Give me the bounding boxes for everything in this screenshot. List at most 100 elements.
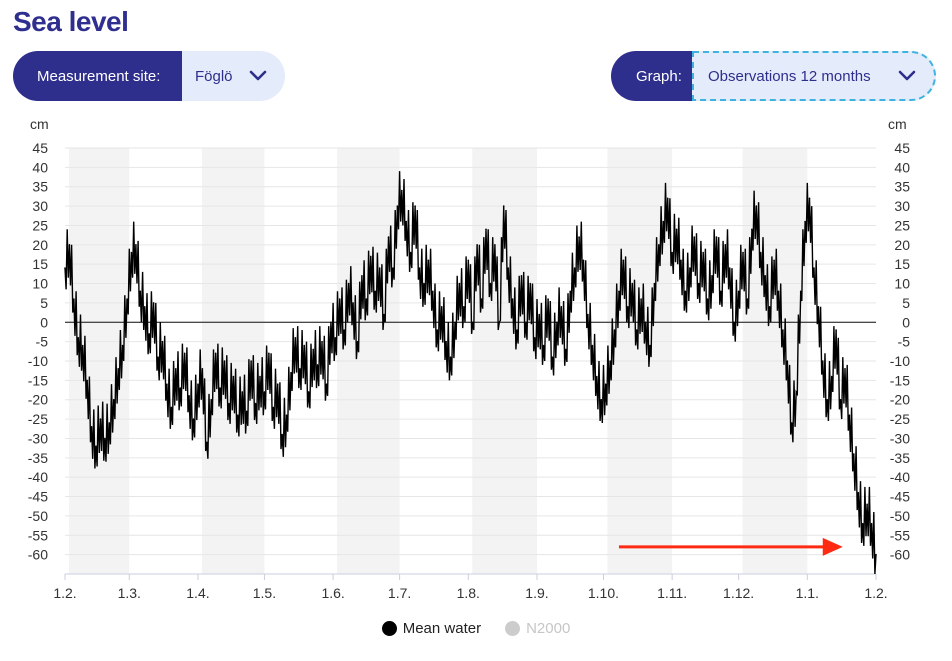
data-point bbox=[520, 275, 523, 277]
data-point bbox=[294, 336, 297, 339]
y-tick-label-left: 25 bbox=[32, 217, 48, 233]
x-tick-label: 1.12. bbox=[723, 585, 754, 601]
data-point bbox=[325, 383, 328, 386]
data-point bbox=[618, 290, 620, 293]
data-point bbox=[95, 445, 97, 448]
y-axis-unit-left: cm bbox=[30, 116, 49, 132]
y-tick-label-right: 45 bbox=[894, 140, 910, 156]
data-point bbox=[538, 313, 540, 316]
data-point bbox=[241, 391, 244, 393]
data-point bbox=[525, 321, 527, 324]
measurement-site-dropdown[interactable]: Föglö bbox=[182, 51, 285, 101]
data-point bbox=[414, 205, 416, 207]
data-point bbox=[126, 298, 128, 300]
data-point bbox=[290, 371, 292, 374]
data-point bbox=[485, 228, 487, 231]
data-point bbox=[808, 197, 811, 200]
data-point bbox=[604, 383, 607, 386]
data-point bbox=[268, 352, 270, 355]
data-point bbox=[631, 282, 634, 285]
legend-label-mean-water: Mean water bbox=[402, 620, 482, 637]
data-point bbox=[609, 360, 611, 362]
legend-item-n2000[interactable]: N2000 bbox=[505, 620, 570, 637]
y-tick-label-right: -40 bbox=[890, 469, 910, 485]
data-point bbox=[143, 305, 146, 308]
data-point bbox=[516, 329, 518, 331]
data-point bbox=[591, 344, 594, 347]
annotation-arrow-head bbox=[822, 537, 843, 556]
x-tick-label: 1.2. bbox=[864, 585, 887, 601]
data-point bbox=[680, 259, 682, 262]
sea-level-chart: 45 45 40 40 35 35 30 30 25 25 20 20 15 15 10 10 5 5 0 0 -5 -5… bbox=[28, 116, 910, 601]
data-point bbox=[454, 321, 456, 324]
data-point bbox=[533, 336, 536, 339]
data-point bbox=[174, 367, 177, 370]
data-point bbox=[401, 189, 403, 192]
data-point bbox=[728, 267, 731, 269]
data-point bbox=[839, 398, 842, 401]
data-point bbox=[600, 398, 603, 401]
data-point bbox=[445, 340, 447, 343]
y-tick-label-right: -20 bbox=[890, 392, 910, 408]
data-point bbox=[857, 491, 860, 494]
data-point bbox=[556, 321, 558, 324]
data-point bbox=[875, 553, 877, 556]
data-point bbox=[702, 251, 704, 254]
data-point bbox=[715, 236, 718, 238]
measurement-site-selector[interactable]: Measurement site: Föglö bbox=[13, 51, 285, 101]
data-point bbox=[644, 321, 647, 324]
y-tick-label-left: -30 bbox=[28, 430, 48, 446]
y-tick-label-left: -45 bbox=[28, 489, 48, 505]
data-point bbox=[817, 305, 820, 308]
data-point bbox=[152, 302, 155, 304]
data-point bbox=[432, 290, 434, 293]
data-point bbox=[697, 282, 700, 285]
x-tick-label: 1.5. bbox=[253, 585, 276, 601]
data-point bbox=[183, 352, 186, 355]
data-point bbox=[799, 290, 802, 293]
x-tick-label: 1.9. bbox=[525, 585, 548, 601]
data-point bbox=[210, 398, 213, 401]
graph-selector[interactable]: Graph: Observations 12 months bbox=[611, 51, 936, 101]
data-point bbox=[299, 367, 301, 370]
data-point bbox=[130, 251, 133, 254]
y-tick-label-left: -35 bbox=[28, 450, 48, 466]
y-axis-unit-right: cm bbox=[888, 116, 907, 132]
y-tick-label-left: 30 bbox=[32, 198, 48, 214]
y-tick-label-left: -55 bbox=[28, 527, 48, 543]
data-point bbox=[578, 236, 580, 238]
data-point bbox=[330, 321, 332, 324]
series-line-mean-water bbox=[64, 171, 877, 575]
data-point bbox=[489, 282, 492, 285]
chart-legend: Mean water N2000 bbox=[0, 620, 952, 637]
data-point bbox=[746, 298, 749, 300]
data-point bbox=[569, 290, 572, 293]
data-point bbox=[356, 340, 359, 343]
data-point bbox=[751, 228, 753, 231]
data-point bbox=[547, 298, 549, 300]
data-point bbox=[596, 375, 598, 378]
y-tick-label-left: -15 bbox=[28, 372, 48, 388]
graph-dropdown[interactable]: Observations 12 months bbox=[692, 51, 936, 101]
data-point bbox=[706, 298, 709, 300]
y-tick-label-right: -60 bbox=[890, 547, 910, 563]
data-point bbox=[64, 267, 66, 269]
data-point bbox=[117, 367, 119, 370]
data-point bbox=[498, 321, 501, 324]
data-point bbox=[135, 244, 137, 246]
y-tick-label-right: -15 bbox=[890, 372, 910, 388]
data-point bbox=[711, 275, 713, 277]
data-point bbox=[458, 282, 461, 285]
data-point bbox=[405, 220, 408, 223]
data-point bbox=[112, 398, 115, 401]
data-point bbox=[755, 205, 758, 207]
data-point bbox=[724, 244, 727, 246]
data-point bbox=[773, 259, 775, 262]
legend-item-mean-water[interactable]: Mean water bbox=[381, 620, 482, 637]
measurement-site-value: Föglö bbox=[195, 67, 233, 85]
data-point bbox=[742, 251, 744, 254]
data-point bbox=[662, 220, 665, 223]
chevron-down-icon bbox=[898, 70, 916, 81]
data-point bbox=[104, 437, 106, 440]
data-point bbox=[795, 391, 798, 393]
